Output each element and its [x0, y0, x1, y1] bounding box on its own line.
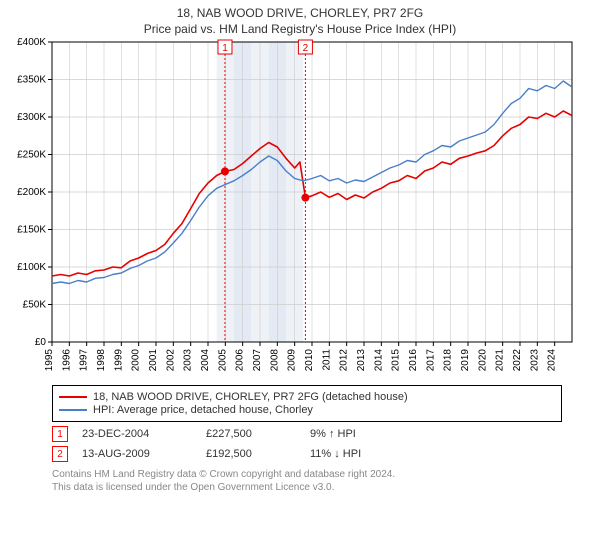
footer-line: Contains HM Land Registry data © Crown c…: [52, 468, 562, 481]
legend-swatch: [59, 396, 87, 398]
svg-text:£100K: £100K: [17, 262, 46, 273]
sale-price: £192,500: [206, 448, 296, 460]
line-chart: £0 £50K £100K £150K £200K £250K £300K £350K £400…: [8, 36, 592, 381]
svg-text:1996: 1996: [61, 349, 72, 372]
svg-text:2018: 2018: [443, 349, 454, 372]
svg-text:1: 1: [222, 43, 228, 54]
svg-text:1995: 1995: [44, 349, 55, 372]
sale-row: 1 23-DEC-2004 £227,500 9% ↑ HPI: [52, 426, 562, 442]
svg-text:2008: 2008: [269, 349, 280, 372]
svg-text:2007: 2007: [252, 349, 263, 372]
svg-text:£300K: £300K: [17, 112, 46, 123]
svg-text:£0: £0: [35, 337, 47, 348]
svg-text:£200K: £200K: [17, 187, 46, 198]
sale-badge: 2: [52, 446, 68, 462]
svg-text:2023: 2023: [529, 349, 540, 372]
sale-row: 2 13-AUG-2009 £192,500 11% ↓ HPI: [52, 446, 562, 462]
svg-text:2004: 2004: [200, 349, 211, 372]
sale-price: £227,500: [206, 428, 296, 440]
legend-label: 18, NAB WOOD DRIVE, CHORLEY, PR7 2FG (de…: [93, 391, 408, 403]
svg-text:1998: 1998: [96, 349, 107, 372]
svg-text:£250K: £250K: [17, 150, 46, 161]
sale-badge: 1: [52, 426, 68, 442]
footer-line: This data is licensed under the Open Gov…: [52, 481, 562, 494]
svg-text:2010: 2010: [304, 349, 315, 372]
svg-text:2013: 2013: [356, 349, 367, 372]
sale-date: 13-AUG-2009: [82, 448, 192, 460]
svg-text:2020: 2020: [477, 349, 488, 372]
svg-text:2000: 2000: [131, 349, 142, 372]
legend: 18, NAB WOOD DRIVE, CHORLEY, PR7 2FG (de…: [52, 385, 562, 422]
sale-date: 23-DEC-2004: [82, 428, 192, 440]
svg-text:2011: 2011: [321, 349, 332, 371]
svg-text:2017: 2017: [425, 349, 436, 372]
svg-text:2001: 2001: [148, 349, 159, 372]
svg-text:£400K: £400K: [17, 37, 46, 48]
legend-row: 18, NAB WOOD DRIVE, CHORLEY, PR7 2FG (de…: [59, 391, 555, 403]
svg-text:2014: 2014: [373, 349, 384, 372]
footer-licence: Contains HM Land Registry data © Crown c…: [52, 468, 562, 494]
svg-text:2006: 2006: [235, 349, 246, 372]
svg-text:2022: 2022: [512, 349, 523, 372]
svg-text:2009: 2009: [287, 349, 298, 372]
svg-text:1999: 1999: [113, 349, 124, 372]
svg-text:1997: 1997: [79, 349, 90, 372]
sale-delta: 9% ↑ HPI: [310, 428, 356, 440]
svg-text:2019: 2019: [460, 349, 471, 372]
svg-text:2012: 2012: [339, 349, 350, 372]
sales-table: 1 23-DEC-2004 £227,500 9% ↑ HPI 2 13-AUG-2009…: [52, 426, 562, 462]
svg-text:2002: 2002: [165, 349, 176, 372]
svg-text:£50K: £50K: [23, 300, 47, 311]
chart-subtitle: Price paid vs. HM Land Registry's House …: [8, 22, 592, 36]
legend-swatch: [59, 409, 87, 411]
svg-text:2005: 2005: [217, 349, 228, 372]
svg-text:£350K: £350K: [17, 75, 46, 86]
svg-text:2021: 2021: [495, 349, 506, 372]
svg-text:£150K: £150K: [17, 225, 46, 236]
legend-row: HPI: Average price, detached house, Chor…: [59, 404, 555, 416]
svg-text:2: 2: [303, 43, 309, 54]
chart-title: 18, NAB WOOD DRIVE, CHORLEY, PR7 2FG: [8, 6, 592, 20]
sale-delta: 11% ↓ HPI: [310, 448, 361, 460]
svg-text:2024: 2024: [547, 349, 558, 372]
svg-text:2015: 2015: [391, 349, 402, 372]
svg-text:2003: 2003: [183, 349, 194, 372]
legend-label: HPI: Average price, detached house, Chor…: [93, 404, 313, 416]
svg-text:2016: 2016: [408, 349, 419, 372]
